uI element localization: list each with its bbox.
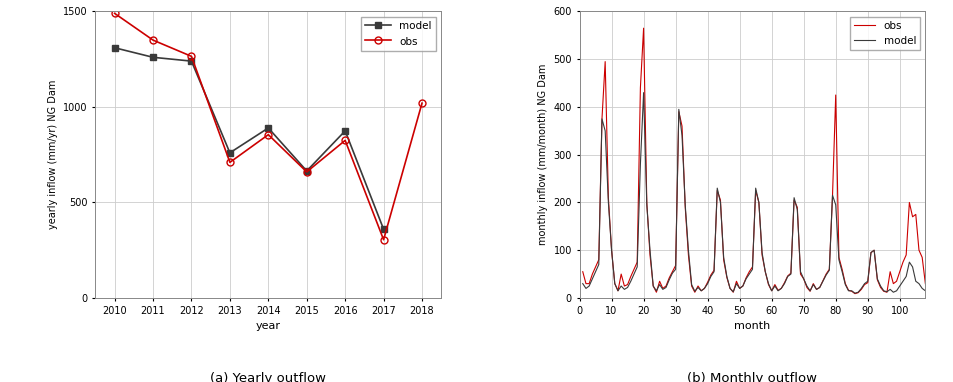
model [631, 265, 642, 269]
obs [848, 291, 860, 296]
model [339, 128, 351, 133]
obs [186, 54, 197, 58]
obs [577, 269, 588, 274]
X-axis label: month: month [734, 321, 770, 331]
model [224, 151, 235, 155]
model [186, 59, 197, 63]
obs [612, 288, 623, 293]
model [301, 168, 313, 173]
obs [224, 160, 235, 165]
obs [883, 269, 895, 274]
obs [301, 170, 313, 174]
model [109, 45, 120, 50]
model [262, 126, 274, 130]
obs [855, 287, 866, 292]
model [919, 288, 930, 293]
obs [109, 11, 120, 16]
obs [631, 260, 642, 264]
model [877, 288, 888, 293]
model [377, 227, 389, 231]
model [740, 277, 751, 281]
Text: (a) Yearly outflow: (a) Yearly outflow [210, 372, 326, 382]
model [638, 90, 649, 95]
Text: (b) Monthly outflow: (b) Monthly outflow [687, 372, 817, 382]
Legend: model, obs: model, obs [360, 17, 436, 51]
Line: obs: obs [111, 10, 425, 243]
model [848, 291, 860, 296]
obs [339, 138, 351, 143]
Line: model: model [112, 45, 386, 232]
model [577, 281, 588, 286]
X-axis label: year: year [255, 321, 280, 331]
Y-axis label: monthly inflow (mm/month) NG Dam: monthly inflow (mm/month) NG Dam [537, 64, 547, 245]
Legend: obs, model: obs, model [849, 17, 920, 50]
model [855, 286, 866, 291]
obs [919, 281, 930, 286]
model [883, 287, 895, 292]
obs [377, 237, 389, 242]
Line: model: model [582, 92, 924, 293]
obs [147, 38, 158, 42]
model [147, 55, 158, 60]
obs [638, 26, 649, 31]
obs [416, 101, 427, 105]
obs [877, 289, 888, 293]
obs [740, 276, 751, 280]
Y-axis label: yearly inflow (mm/yr) NG Dam: yearly inflow (mm/yr) NG Dam [48, 80, 57, 230]
model [612, 288, 623, 293]
Line: obs: obs [582, 28, 924, 294]
obs [262, 132, 274, 137]
